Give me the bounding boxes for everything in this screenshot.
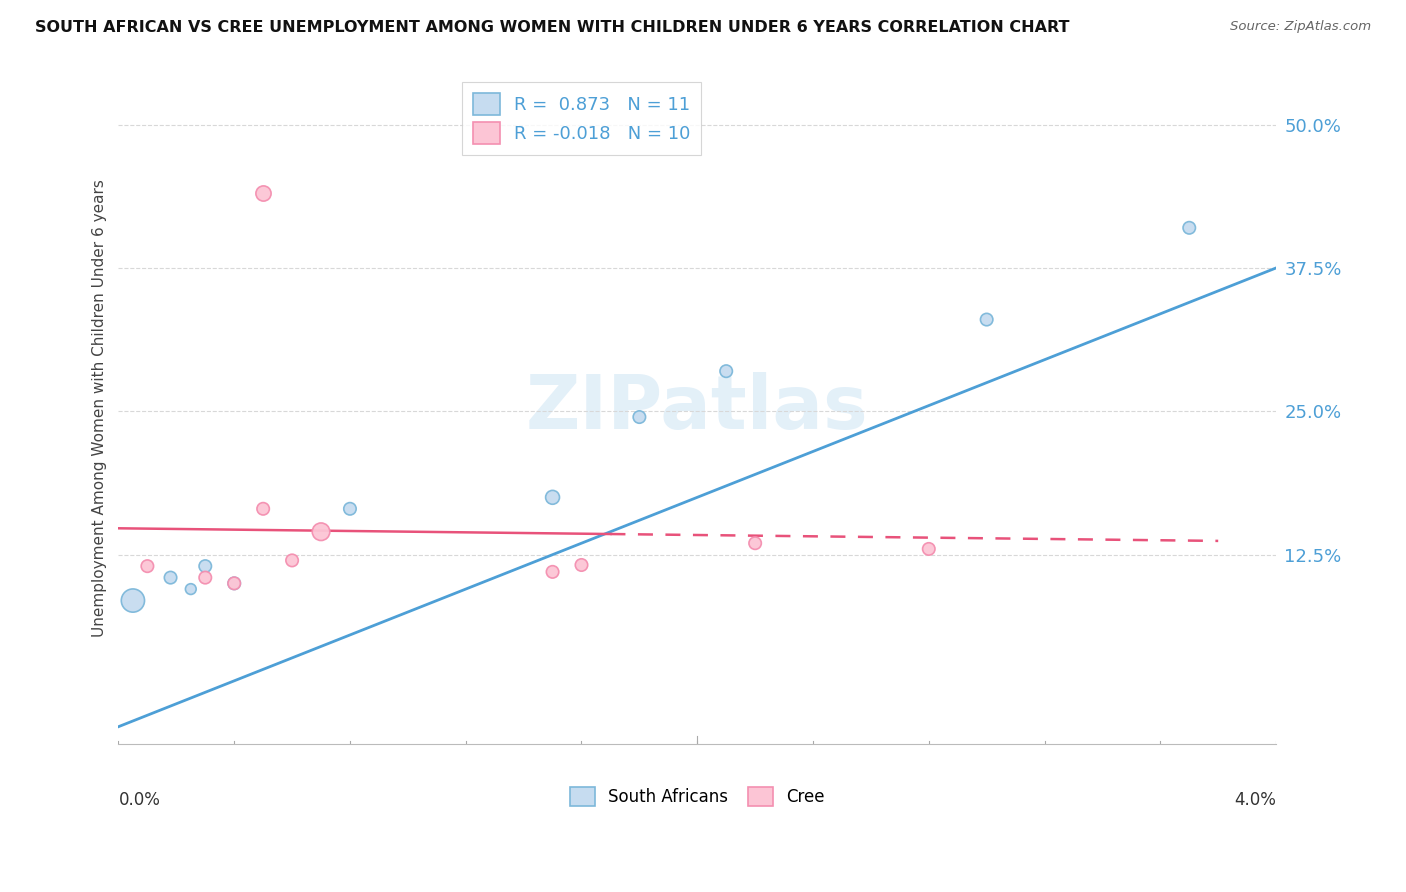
Point: [744, 536, 766, 550]
Point: [541, 491, 564, 505]
Point: [136, 559, 159, 574]
Legend: South Africans, Cree: South Africans, Cree: [562, 780, 831, 813]
Point: [571, 558, 593, 572]
Point: [309, 524, 332, 539]
Point: [541, 565, 564, 579]
Point: [918, 541, 941, 556]
Text: Source: ZipAtlas.com: Source: ZipAtlas.com: [1230, 20, 1371, 33]
Point: [1178, 220, 1201, 235]
Point: [716, 364, 738, 378]
Point: [224, 576, 246, 591]
Text: 4.0%: 4.0%: [1234, 791, 1277, 809]
Point: [252, 186, 274, 201]
Point: [224, 576, 246, 591]
Text: SOUTH AFRICAN VS CREE UNEMPLOYMENT AMONG WOMEN WITH CHILDREN UNDER 6 YEARS CORRE: SOUTH AFRICAN VS CREE UNEMPLOYMENT AMONG…: [35, 20, 1070, 35]
Point: [159, 571, 181, 585]
Point: [194, 559, 217, 574]
Y-axis label: Unemployment Among Women with Children Under 6 years: Unemployment Among Women with Children U…: [93, 179, 107, 638]
Text: 0.0%: 0.0%: [118, 791, 160, 809]
Point: [180, 582, 202, 596]
Text: ZIPatlas: ZIPatlas: [526, 372, 869, 445]
Point: [194, 571, 217, 585]
Point: [976, 312, 998, 326]
Point: [281, 553, 304, 567]
Point: [339, 501, 361, 516]
Point: [122, 593, 145, 607]
Point: [628, 410, 651, 425]
Point: [252, 501, 274, 516]
